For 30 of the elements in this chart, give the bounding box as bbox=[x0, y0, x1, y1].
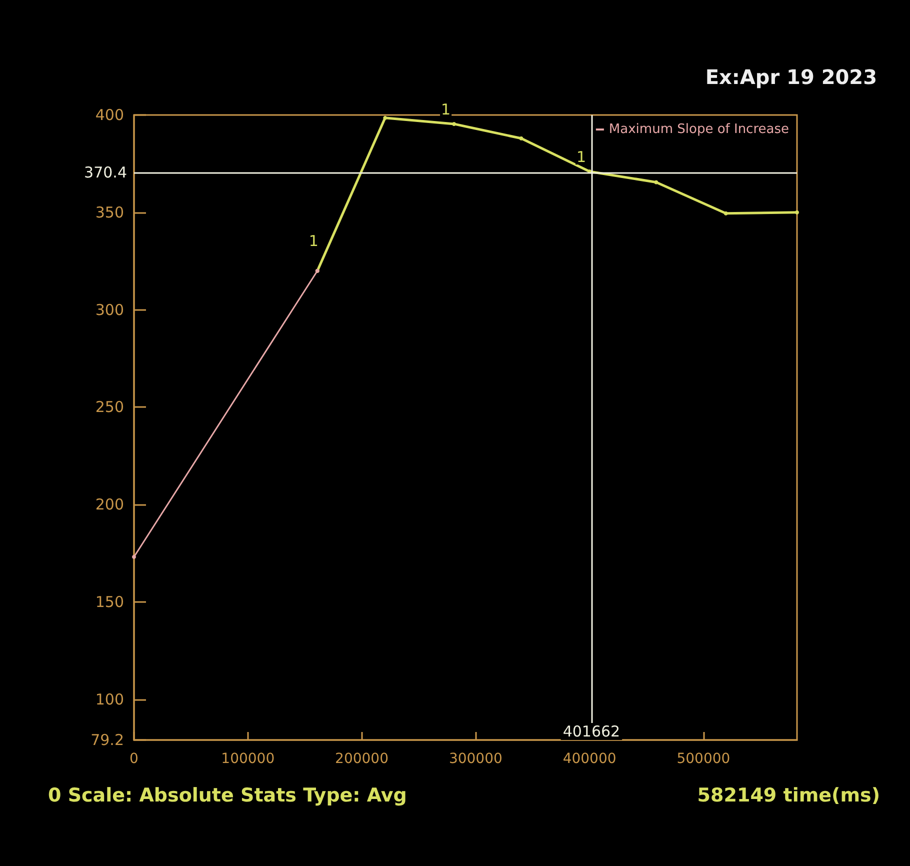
annotation: 1 bbox=[308, 232, 318, 250]
x-tick-label: 500000 bbox=[676, 751, 730, 767]
y-tick-label: 150 bbox=[95, 593, 124, 612]
y-tick-label: 350 bbox=[95, 203, 124, 222]
point bbox=[383, 116, 388, 120]
text: 0 Scale: Absolute Stats Type: Avg bbox=[48, 784, 407, 806]
point bbox=[452, 122, 456, 126]
point bbox=[724, 211, 728, 216]
x-tick-label: 100000 bbox=[221, 751, 275, 767]
ref-line-label: 401662 bbox=[562, 722, 620, 740]
point bbox=[654, 180, 658, 184]
point bbox=[519, 136, 524, 140]
point bbox=[132, 554, 136, 559]
x-tick-label: 0 bbox=[130, 751, 138, 767]
annotation: 1 bbox=[441, 100, 451, 118]
x-tick-label: 400000 bbox=[562, 751, 616, 767]
y-tick-label: 100 bbox=[95, 690, 124, 708]
y-tick-label: 250 bbox=[95, 398, 124, 416]
y-tick-label: 79.2 bbox=[90, 731, 124, 749]
legend-label: Maximum Slope of Increase bbox=[608, 122, 790, 137]
x-axis-title: 582149 time(ms) bbox=[697, 784, 880, 806]
point bbox=[795, 210, 799, 214]
x-tick-label: 200000 bbox=[335, 751, 389, 767]
y-tick-label: 300 bbox=[95, 300, 124, 319]
annotation: 1 bbox=[576, 148, 586, 166]
chart-title: Ex:Apr 19 2023 bbox=[705, 65, 877, 89]
ref-line-label: 370.4 bbox=[84, 164, 127, 182]
y-tick-label: 400 bbox=[95, 106, 124, 124]
y-tick-label: 200 bbox=[95, 496, 124, 514]
x-tick-label: 300000 bbox=[448, 751, 502, 767]
